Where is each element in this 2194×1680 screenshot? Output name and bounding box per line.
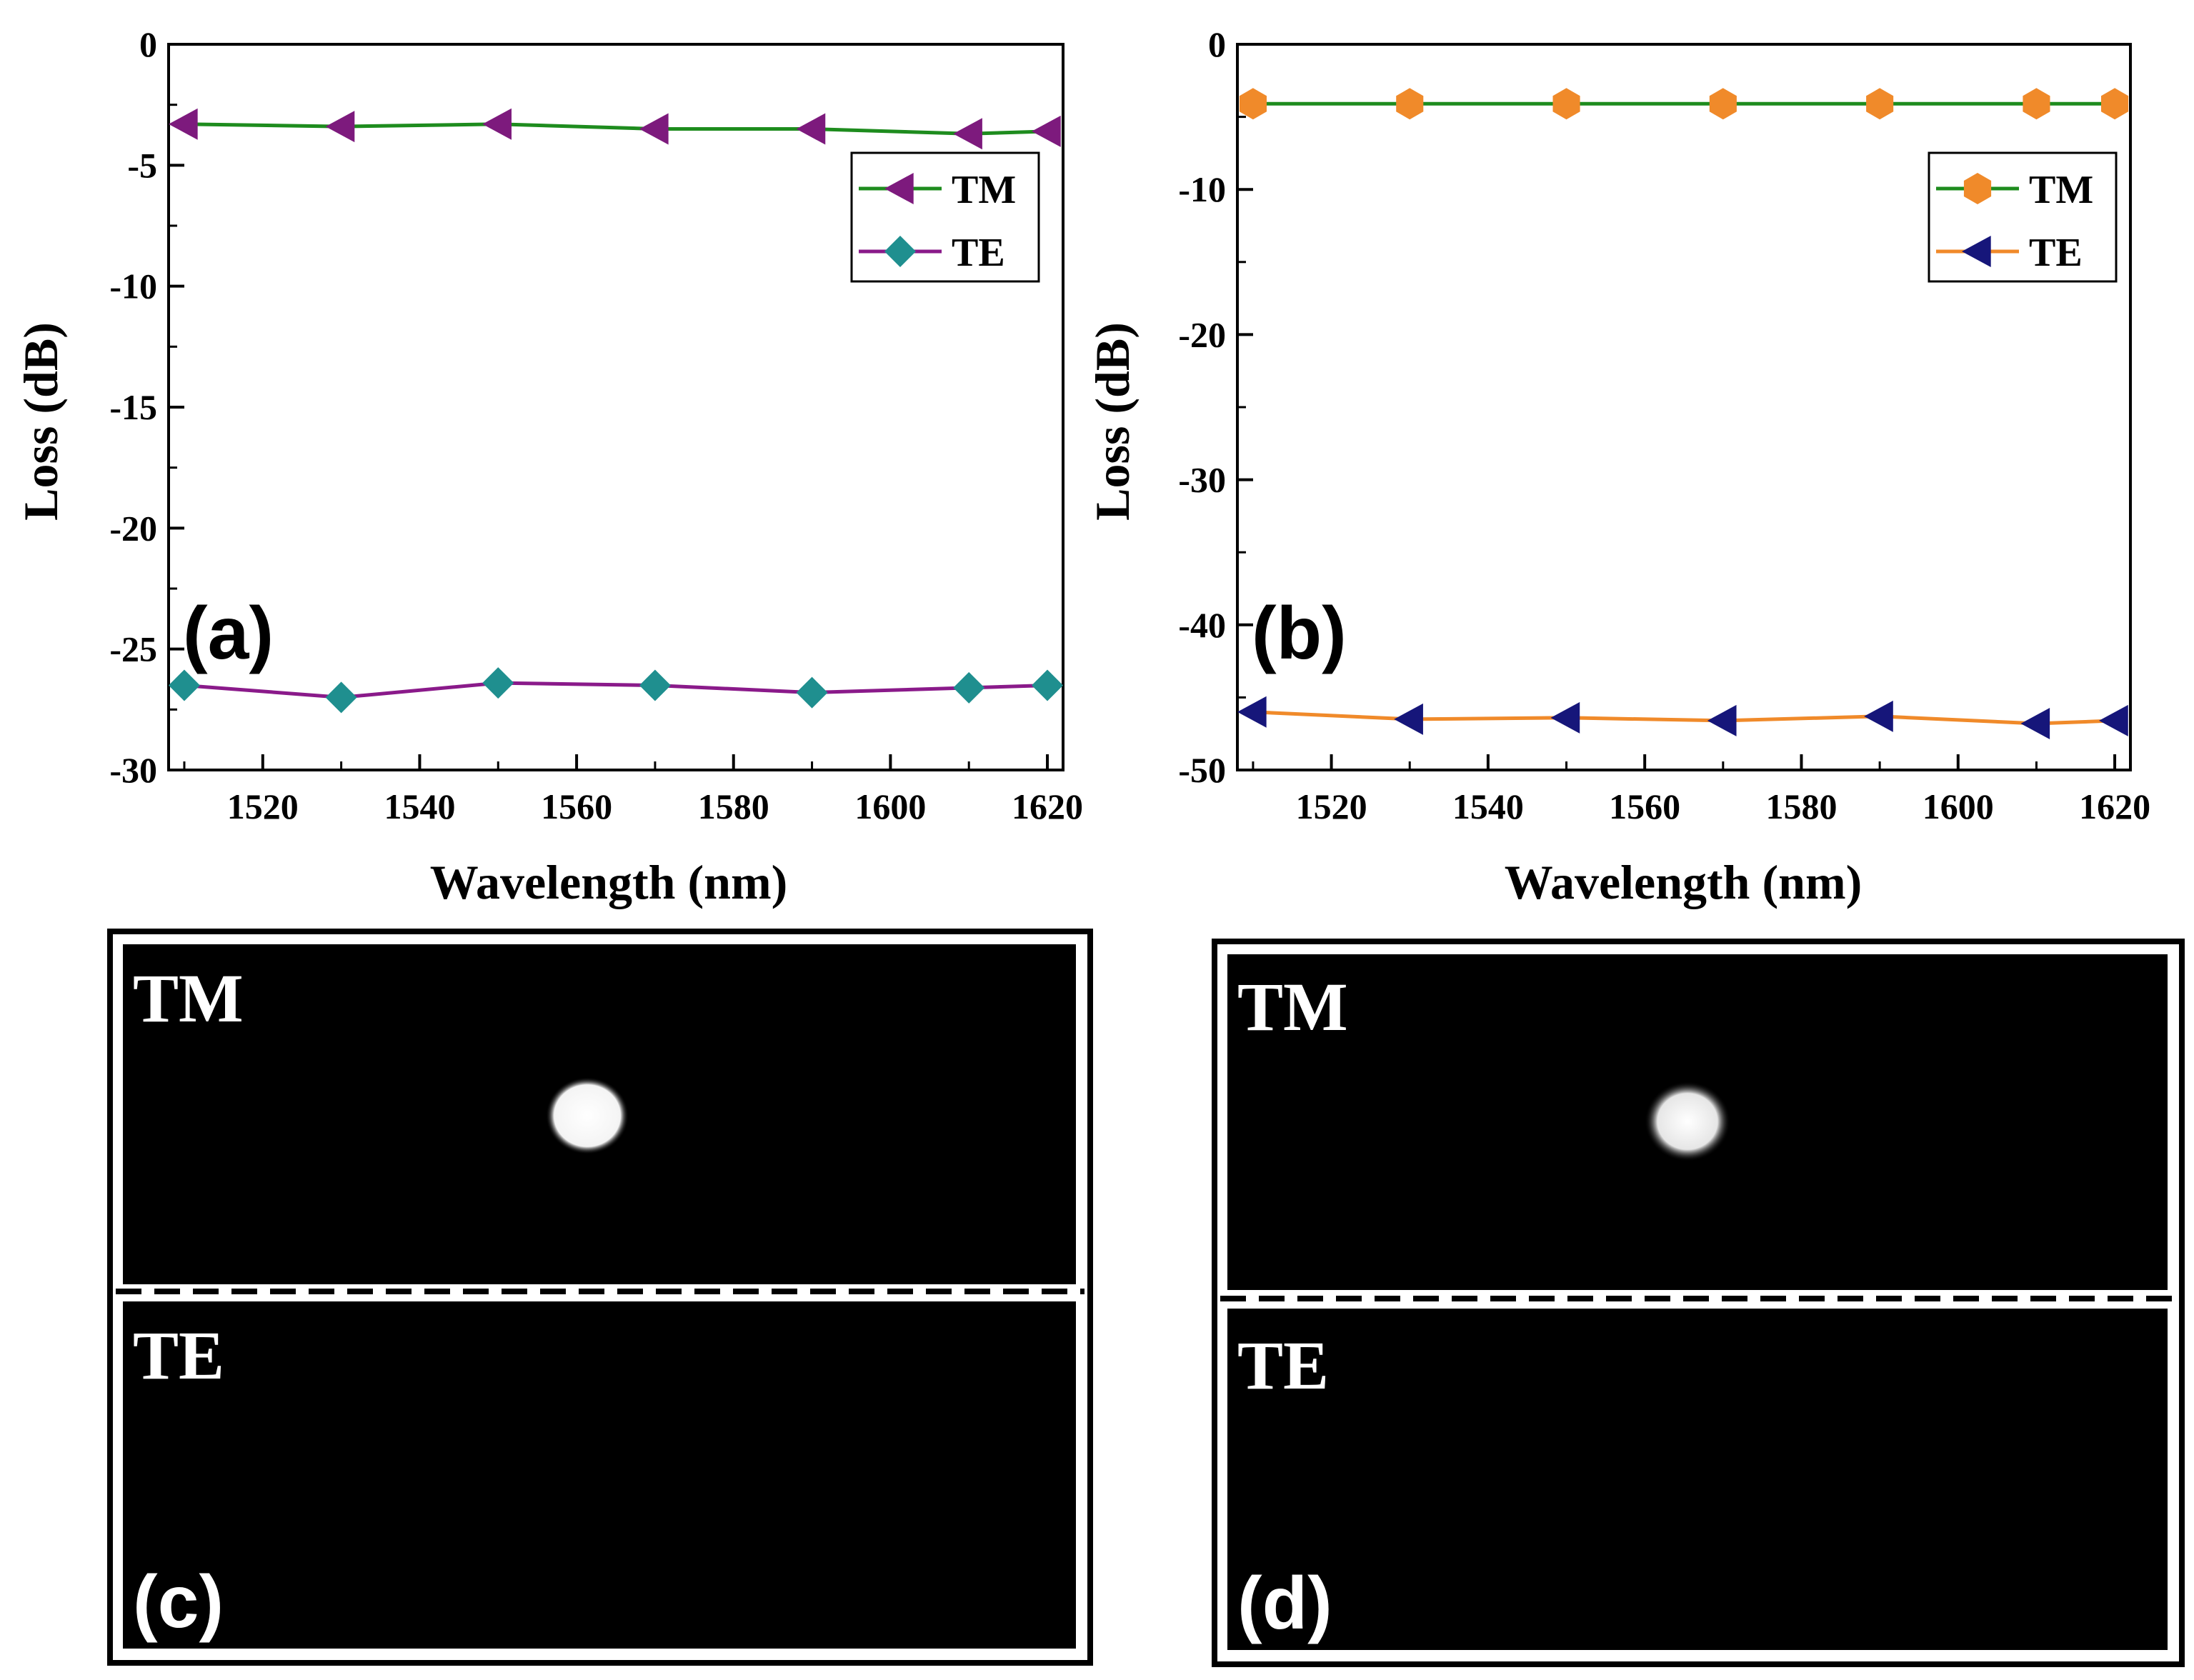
- legend-label-tm: TM: [2029, 168, 2093, 212]
- data-point-tm: [1552, 88, 1580, 120]
- panel-label-c: (c): [133, 1561, 224, 1644]
- x-tick-label: 1580: [1765, 786, 1837, 826]
- y-ticks: 0 -5 -10 -15 -20 -25 -30: [109, 24, 184, 790]
- x-tick-label: 1520: [227, 786, 299, 826]
- image-panel-c: TM TE (c): [107, 929, 1093, 1666]
- x-tick-label: 1540: [1452, 786, 1524, 826]
- data-point-tm: [796, 113, 826, 145]
- panel-label-d: (d): [1237, 1562, 1332, 1645]
- legend-marker-te: [1962, 236, 1991, 267]
- legend-marker-shape: [1963, 173, 1992, 204]
- x-tick-label: 1540: [384, 786, 455, 826]
- tm-mode-spot: [1645, 1081, 1730, 1161]
- data-point-te: [168, 669, 200, 701]
- data-point-tm: [2023, 88, 2050, 120]
- legend: TM TE: [1928, 151, 2118, 283]
- image-panel-d: TM TE (d): [1212, 939, 2185, 1667]
- x-tick-label: 1580: [698, 786, 769, 826]
- data-point-te: [2099, 704, 2128, 736]
- data-point-te: [953, 671, 985, 704]
- data-point-tm: [1239, 88, 1267, 120]
- data-point-tm: [482, 108, 512, 140]
- data-point-te: [1032, 669, 1064, 701]
- te-image: [1227, 1309, 2168, 1650]
- tm-mode-spot: [546, 1077, 629, 1154]
- data-point-te: [639, 669, 671, 701]
- legend-box: [1928, 151, 2118, 283]
- legend-label-tm: TM: [952, 168, 1016, 212]
- data-point-tm: [1709, 88, 1737, 120]
- y-tick-label: -40: [1178, 605, 1226, 645]
- x-ticks: 1520 1540 1560 1580 1600 1620: [183, 754, 1083, 826]
- x-tick-label: 1520: [1296, 786, 1367, 826]
- legend-label-te: TE: [952, 231, 1005, 275]
- legend-label-te: TE: [2029, 231, 2083, 275]
- panel-label-b: (b): [1252, 592, 1347, 675]
- y-tick-label: -5: [127, 145, 157, 185]
- x-tick-label: 1560: [1609, 786, 1680, 826]
- series-line-te: [184, 681, 1048, 699]
- chart-a: 0-5-10-15-20-25-30 1520 1540 1560 1580 1600 1…: [14, 24, 1083, 909]
- tm-label: TM: [1237, 969, 1348, 1045]
- series-layer: [1237, 88, 2129, 739]
- legend-marker-te: [884, 236, 916, 267]
- legend-box: [850, 151, 1040, 283]
- data-point-te: [1550, 701, 1580, 734]
- y-tick-label: -25: [109, 629, 157, 669]
- te-image: [123, 1301, 1076, 1649]
- x-tick-label: 1620: [2079, 786, 2150, 826]
- data-point-te: [1864, 700, 1893, 732]
- y-tick-label: -10: [109, 266, 157, 306]
- legend-marker-tm: [1963, 173, 1992, 204]
- legend-marker-shape: [884, 173, 914, 204]
- data-point-te: [1707, 704, 1737, 736]
- data-point-te: [2020, 707, 2050, 739]
- y-tick-label: -15: [109, 387, 157, 427]
- data-point-te: [796, 676, 828, 709]
- series-layer: [168, 108, 1064, 714]
- y-axis-title: Loss (dB): [14, 322, 68, 521]
- data-point-tm: [639, 113, 669, 145]
- data-point-tm: [325, 111, 355, 143]
- y-tick-label: -30: [109, 750, 157, 790]
- data-point-tm: [953, 118, 982, 150]
- legend-marker-shape: [884, 236, 916, 267]
- x-ticks: 1520 1540 1560 1580 1600 1620: [1252, 754, 2150, 826]
- data-point-te: [1394, 703, 1423, 735]
- data-point-tm: [1866, 88, 1894, 120]
- chart-b: 0 -10 -20 -30 -40 -50 1520 1540 1560 1580 1600 162…: [1085, 24, 2150, 909]
- x-axis-title: Wavelength (nm): [430, 855, 788, 909]
- y-tick-label: -50: [1178, 750, 1226, 790]
- x-tick-label: 1600: [1923, 786, 1994, 826]
- data-point-te: [1237, 696, 1267, 728]
- y-tick-label: -30: [1178, 460, 1226, 500]
- te-label: TE: [133, 1317, 224, 1394]
- data-point-tm: [2101, 88, 2129, 120]
- y-tick-label: 0: [139, 24, 157, 64]
- legend-marker-tm: [884, 173, 914, 204]
- series-line-tm: [184, 122, 1048, 136]
- x-tick-label: 1560: [541, 786, 612, 826]
- legend: TM TE: [850, 151, 1040, 283]
- data-point-tm: [1032, 115, 1061, 147]
- x-axis-title: Wavelength (nm): [1505, 855, 1863, 909]
- data-point-tm: [1396, 88, 1424, 120]
- data-point-te: [325, 681, 357, 714]
- data-point-te: [482, 667, 514, 699]
- y-axis-title: Loss (dB): [1085, 322, 1140, 521]
- y-tick-label: -20: [1178, 314, 1226, 354]
- x-tick-label: 1620: [1012, 786, 1083, 826]
- y-tick-label: -10: [1178, 169, 1226, 209]
- legend-marker-shape: [1962, 236, 1991, 267]
- series-line-te: [1252, 710, 2115, 726]
- tm-label: TM: [133, 960, 244, 1036]
- data-point-tm: [168, 108, 198, 140]
- y-tick-label: -20: [109, 508, 157, 548]
- x-tick-label: 1600: [854, 786, 926, 826]
- y-ticks: 0 -10 -20 -30 -40 -50: [1178, 24, 1253, 790]
- panel-label-a: (a): [183, 592, 274, 675]
- te-label: TE: [1237, 1327, 1329, 1404]
- y-tick-label: 0: [1208, 24, 1226, 64]
